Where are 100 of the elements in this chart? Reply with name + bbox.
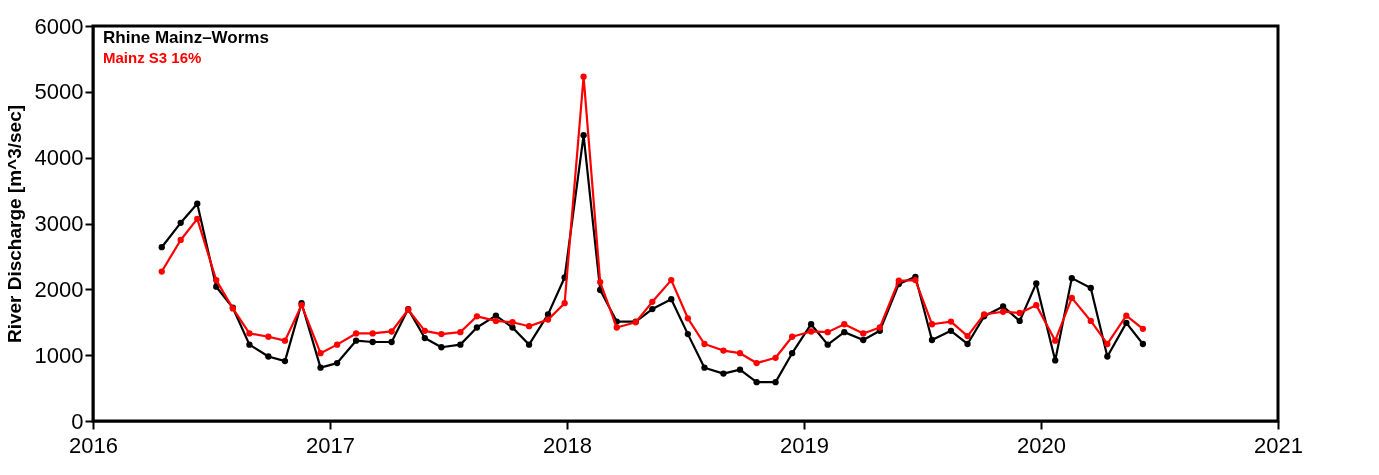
point bbox=[736, 350, 744, 357]
point bbox=[788, 350, 796, 357]
point bbox=[580, 132, 587, 139]
y-tick-label: 4000 bbox=[34, 145, 84, 171]
x-tick-label: 2020 bbox=[1017, 432, 1066, 458]
point bbox=[388, 338, 395, 346]
point bbox=[736, 366, 744, 373]
point bbox=[684, 315, 692, 322]
point bbox=[492, 312, 500, 319]
point bbox=[684, 330, 692, 338]
point bbox=[333, 341, 341, 348]
point bbox=[438, 330, 445, 338]
x-tick-label: 2016 bbox=[69, 432, 118, 458]
point bbox=[492, 317, 500, 325]
y-tick-label: 3000 bbox=[34, 211, 84, 236]
point bbox=[947, 318, 955, 325]
y-tick-label: 6000 bbox=[34, 13, 84, 39]
point bbox=[509, 319, 516, 326]
point bbox=[597, 278, 604, 286]
point bbox=[668, 296, 675, 303]
text: Rhine Mainz–Worms bbox=[103, 28, 269, 47]
point bbox=[438, 344, 445, 351]
point bbox=[701, 340, 708, 348]
point bbox=[999, 308, 1007, 315]
text: Mainz S3 16% bbox=[103, 49, 202, 66]
point bbox=[928, 321, 936, 328]
point bbox=[369, 338, 376, 346]
point bbox=[421, 334, 428, 342]
point bbox=[177, 236, 184, 244]
point bbox=[1052, 357, 1059, 364]
point bbox=[525, 323, 533, 330]
point bbox=[473, 324, 481, 331]
point bbox=[333, 359, 341, 367]
point bbox=[1104, 353, 1111, 360]
point bbox=[841, 328, 848, 336]
point bbox=[895, 277, 902, 284]
point bbox=[177, 219, 184, 226]
point bbox=[265, 353, 272, 360]
point bbox=[473, 313, 481, 320]
point bbox=[158, 268, 165, 275]
y-tick-label: 0 bbox=[71, 408, 84, 434]
x-tick-label: 2017 bbox=[306, 432, 355, 458]
point bbox=[753, 379, 760, 386]
point bbox=[265, 333, 272, 340]
point bbox=[772, 354, 779, 361]
point bbox=[317, 350, 324, 357]
point bbox=[701, 364, 708, 371]
point bbox=[720, 347, 727, 354]
point bbox=[158, 244, 165, 251]
point bbox=[824, 328, 831, 336]
point bbox=[457, 328, 464, 336]
point bbox=[369, 330, 376, 337]
point bbox=[1052, 337, 1059, 344]
point bbox=[194, 200, 201, 207]
point bbox=[720, 370, 727, 377]
point bbox=[860, 330, 867, 337]
point bbox=[246, 330, 253, 337]
point bbox=[421, 327, 428, 334]
y-tick-label: 2000 bbox=[34, 276, 84, 302]
y-tick-label: 5000 bbox=[34, 79, 84, 105]
point bbox=[246, 341, 253, 348]
point bbox=[352, 337, 360, 344]
point bbox=[281, 337, 289, 344]
x-tick-label: 2019 bbox=[780, 432, 829, 458]
x-tick-label: 2018 bbox=[543, 432, 592, 458]
point bbox=[947, 327, 955, 334]
point bbox=[668, 276, 675, 284]
point bbox=[509, 324, 516, 331]
point bbox=[1033, 280, 1040, 287]
point bbox=[788, 333, 796, 340]
point bbox=[649, 298, 656, 305]
point bbox=[999, 303, 1007, 310]
point bbox=[1016, 317, 1023, 325]
point bbox=[388, 328, 395, 335]
point bbox=[1104, 340, 1111, 348]
point bbox=[807, 328, 815, 335]
point bbox=[841, 321, 848, 328]
y-axis-title: River Discharge [m^3/sec] bbox=[3, 104, 25, 344]
point bbox=[525, 341, 533, 348]
point bbox=[1123, 319, 1130, 327]
point bbox=[544, 316, 552, 323]
point bbox=[1139, 340, 1147, 348]
point bbox=[352, 330, 360, 337]
point bbox=[213, 276, 220, 284]
point bbox=[457, 341, 464, 348]
point bbox=[928, 336, 936, 344]
point bbox=[1087, 284, 1094, 292]
point bbox=[1087, 317, 1094, 325]
point bbox=[281, 357, 289, 365]
point bbox=[964, 340, 971, 348]
point bbox=[912, 276, 919, 284]
point bbox=[544, 311, 552, 318]
point bbox=[1123, 312, 1130, 319]
point bbox=[580, 73, 587, 80]
point bbox=[753, 359, 760, 367]
point bbox=[1068, 274, 1075, 282]
point bbox=[1016, 309, 1023, 317]
point bbox=[561, 300, 568, 307]
point bbox=[860, 336, 867, 344]
point bbox=[824, 341, 831, 348]
